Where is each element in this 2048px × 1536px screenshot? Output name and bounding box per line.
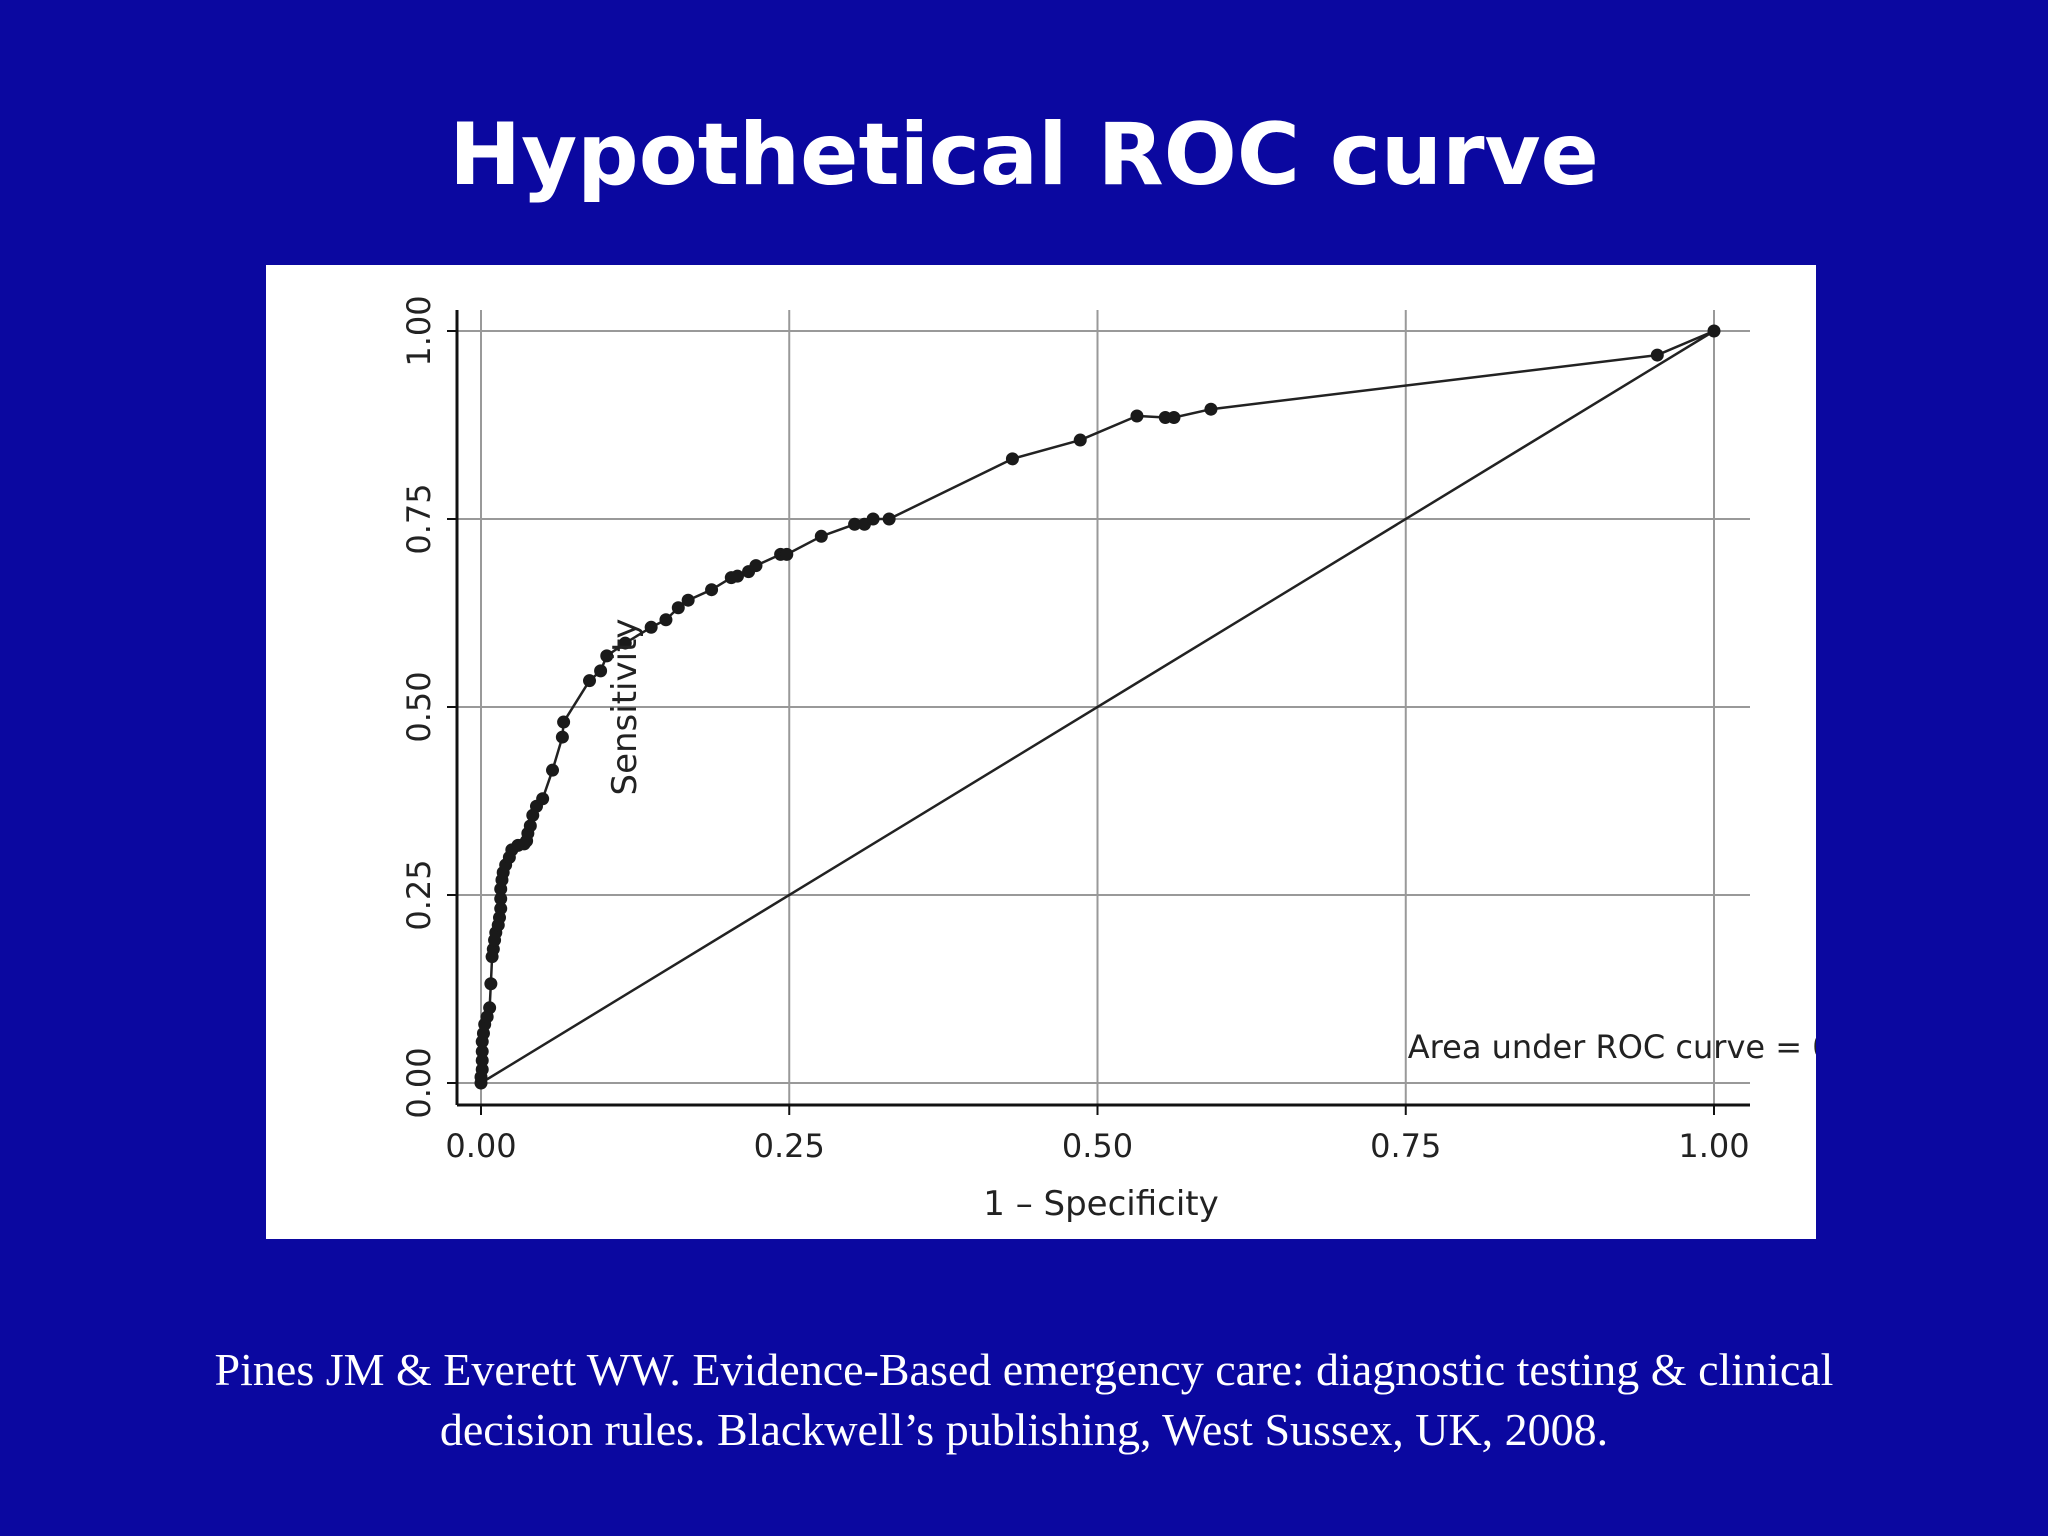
x-tick-label-3: 0.75 [1370, 1127, 1441, 1165]
roc-point-10 [484, 977, 498, 991]
chart-panel: 0.00 0.25 0.50 0.75 1.00 0.00 0.25 0.50 0.75 1.00… [266, 265, 1816, 1239]
roc-point-46 [730, 569, 744, 583]
roc-point-3 [475, 1053, 489, 1067]
x-tick-label-0: 0.00 [445, 1127, 516, 1165]
roc-point-33 [546, 763, 560, 777]
roc-point-50 [780, 547, 794, 561]
roc-point-34 [555, 730, 569, 744]
x-tick-label-4: 1.00 [1678, 1127, 1749, 1165]
citation: Pines JM & Everett WW. Evidence-Based em… [100, 1340, 1948, 1460]
citation-line-1: Pines JM & Everett WW. Evidence-Based em… [214, 1344, 1834, 1395]
x-tick-label-1: 0.25 [754, 1127, 825, 1165]
y-tick-label-1: 0.25 [400, 859, 438, 930]
roc-point-37 [594, 664, 608, 678]
y-axis-label: Sensitivity [605, 618, 645, 795]
x-axis-label: 1 – Specificity [983, 1184, 1218, 1224]
roc-point-52 [848, 517, 862, 531]
roc-point-44 [705, 583, 719, 597]
roc-point-38 [600, 649, 614, 663]
roc-point-29 [523, 819, 537, 833]
tick-labels: 0.00 0.25 0.50 0.75 1.00 0.00 0.25 0.50 0.75 1.00 [400, 295, 1750, 1165]
roc-point-42 [671, 601, 685, 615]
roc-point-41 [659, 613, 673, 627]
roc-point-51 [814, 529, 828, 543]
roc-point-60 [1167, 410, 1181, 424]
axes [447, 310, 1750, 1115]
y-tick-label-3: 0.75 [400, 483, 438, 554]
roc-point-2 [475, 1062, 489, 1076]
y-tick-label-4: 1.00 [400, 295, 438, 366]
roc-point-55 [882, 512, 896, 526]
roc-point-54 [866, 512, 880, 526]
grid-lines [457, 310, 1750, 1105]
roc-point-32 [536, 792, 550, 806]
y-tick-label-0: 0.00 [400, 1047, 438, 1118]
roc-point-4 [475, 1044, 489, 1058]
roc-point-62 [1650, 348, 1664, 362]
roc-point-43 [681, 593, 695, 607]
roc-point-57 [1073, 433, 1087, 447]
roc-point-63 [1707, 324, 1721, 338]
roc-chart: 0.00 0.25 0.50 0.75 1.00 0.00 0.25 0.50 0.75 1.00… [400, 295, 1816, 1224]
roc-point-39 [618, 636, 632, 650]
citation-line-2: decision rules. Blackwell’s publishing, … [439, 1404, 1609, 1455]
auc-annotation: Area under ROC curve = 0.7925 [1408, 1028, 1816, 1066]
roc-point-58 [1130, 409, 1144, 423]
roc-point-56 [1005, 452, 1019, 466]
x-tick-label-2: 0.50 [1062, 1127, 1133, 1165]
roc-point-9 [483, 1001, 497, 1015]
reference-diagonal-line [480, 329, 1715, 1085]
roc-point-18 [494, 892, 508, 906]
roc-point-40 [644, 620, 658, 634]
roc-point-48 [749, 559, 763, 573]
y-tick-label-2: 0.50 [400, 671, 438, 742]
slide-title: Hypothetical ROC curve [449, 105, 1599, 205]
roc-point-36 [583, 674, 597, 688]
roc-point-61 [1204, 402, 1218, 416]
roc-point-17 [494, 902, 508, 916]
roc-point-35 [557, 715, 571, 729]
roc-points [474, 324, 1721, 1090]
